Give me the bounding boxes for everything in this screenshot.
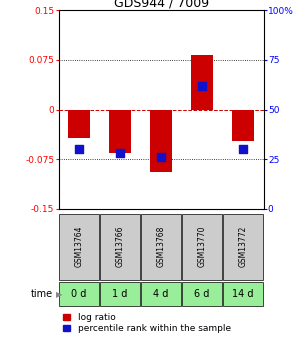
- Bar: [191, 55, 214, 110]
- Text: GSM13770: GSM13770: [198, 226, 207, 267]
- Bar: [232, 110, 255, 141]
- Bar: [59, 214, 99, 280]
- Text: ▶: ▶: [56, 289, 62, 299]
- Point: [241, 146, 246, 152]
- Text: GSM13768: GSM13768: [157, 226, 166, 267]
- Text: GSM13764: GSM13764: [75, 226, 84, 267]
- Text: 14 d: 14 d: [232, 289, 254, 299]
- Bar: [141, 214, 181, 280]
- Text: 0 d: 0 d: [71, 289, 87, 299]
- Bar: [182, 214, 222, 280]
- Text: 1 d: 1 d: [113, 289, 128, 299]
- Bar: [68, 110, 91, 138]
- Point: [159, 155, 163, 160]
- Bar: [141, 283, 181, 306]
- Point: [77, 146, 81, 152]
- Title: GDS944 / 7009: GDS944 / 7009: [114, 0, 209, 9]
- Bar: [109, 110, 132, 152]
- Text: 6 d: 6 d: [195, 289, 210, 299]
- Point: [200, 83, 205, 89]
- Text: time: time: [30, 289, 53, 299]
- Bar: [223, 283, 263, 306]
- Point: [118, 150, 122, 156]
- Legend: log ratio, percentile rank within the sample: log ratio, percentile rank within the sa…: [63, 314, 231, 333]
- Bar: [100, 283, 140, 306]
- Bar: [100, 214, 140, 280]
- Bar: [150, 110, 173, 172]
- Text: 4 d: 4 d: [154, 289, 169, 299]
- Text: GSM13772: GSM13772: [239, 226, 248, 267]
- Bar: [182, 283, 222, 306]
- Text: GSM13766: GSM13766: [116, 226, 125, 267]
- Bar: [59, 283, 99, 306]
- Bar: [223, 214, 263, 280]
